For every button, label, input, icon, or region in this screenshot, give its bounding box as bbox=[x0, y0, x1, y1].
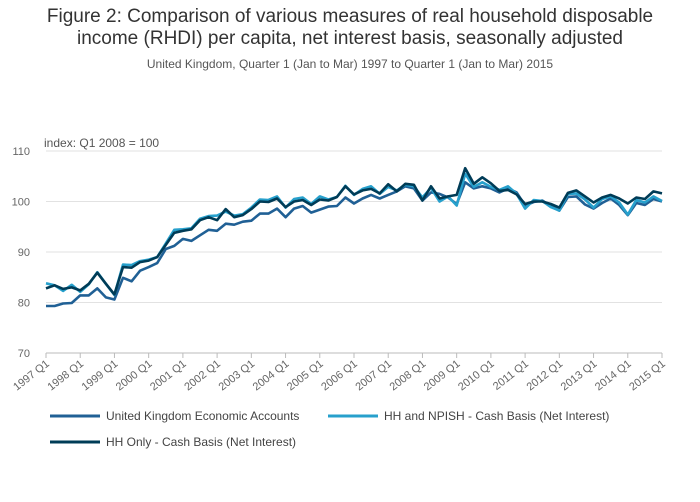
x-tick-label: 2001 Q1 bbox=[148, 358, 189, 393]
y-tick-label: 100 bbox=[12, 197, 30, 209]
series-lines bbox=[45, 166, 663, 308]
x-tick-label: 2003 Q1 bbox=[217, 358, 258, 393]
legend-item-3: HH Only - Cash Basis (Net Interest) bbox=[50, 435, 296, 449]
gridlines bbox=[46, 150, 662, 354]
x-tick-label: 1999 Q1 bbox=[80, 358, 121, 393]
x-tick-label: 2000 Q1 bbox=[114, 358, 155, 393]
legend-label: United Kingdom Economic Accounts bbox=[106, 409, 299, 423]
legend-label: HH and NPISH - Cash Basis (Net Interest) bbox=[384, 409, 609, 423]
x-tick-label: 2004 Q1 bbox=[251, 358, 292, 393]
x-tick-label: 2014 Q1 bbox=[593, 358, 634, 393]
x-tick-label: 2006 Q1 bbox=[319, 358, 360, 393]
x-tick-label: 2009 Q1 bbox=[422, 358, 463, 393]
legend-item-1: United Kingdom Economic Accounts bbox=[50, 409, 299, 423]
legend: United Kingdom Economic Accounts HH and N… bbox=[50, 409, 609, 449]
x-tick-label: 2005 Q1 bbox=[285, 358, 326, 393]
chart-title-line-2: income (RHDI) per capita, net interest b… bbox=[77, 28, 623, 49]
x-tick-label: 2010 Q1 bbox=[456, 358, 497, 393]
y-tick-label: 80 bbox=[18, 298, 30, 310]
chart-subtitle: United Kingdom, Quarter 1 (Jan to Mar) 1… bbox=[146, 57, 554, 71]
x-tick-label: 2008 Q1 bbox=[388, 358, 429, 393]
legend-item-2: HH and NPISH - Cash Basis (Net Interest) bbox=[328, 409, 609, 423]
y-tick-label: 90 bbox=[18, 247, 30, 259]
x-tick-label: 2012 Q1 bbox=[525, 358, 566, 393]
y-tick-label: 110 bbox=[12, 146, 30, 158]
series-line-1 bbox=[46, 181, 663, 308]
legend-label: HH Only - Cash Basis (Net Interest) bbox=[106, 435, 296, 449]
series-line-3 bbox=[45, 166, 663, 296]
x-tick-label: 2013 Q1 bbox=[559, 358, 600, 393]
y-axis-ticks: 70 80 90 100 110 bbox=[12, 146, 30, 360]
x-tick-label: 1997 Q1 bbox=[11, 358, 52, 393]
x-tick-label: 2015 Q1 bbox=[627, 358, 668, 393]
x-tick-label: 2007 Q1 bbox=[353, 358, 394, 393]
x-tick-label: 1998 Q1 bbox=[45, 358, 86, 393]
x-tick-label: 2002 Q1 bbox=[182, 358, 223, 393]
y-axis-label: index: Q1 2008 = 100 bbox=[44, 136, 159, 150]
chart-title-line-1: Figure 2: Comparison of various measures… bbox=[46, 6, 654, 27]
chart-title: Figure 2: Comparison of various measures… bbox=[0, 6, 700, 50]
y-tick-label: 70 bbox=[18, 348, 30, 360]
x-tick-label: 2011 Q1 bbox=[491, 358, 531, 393]
